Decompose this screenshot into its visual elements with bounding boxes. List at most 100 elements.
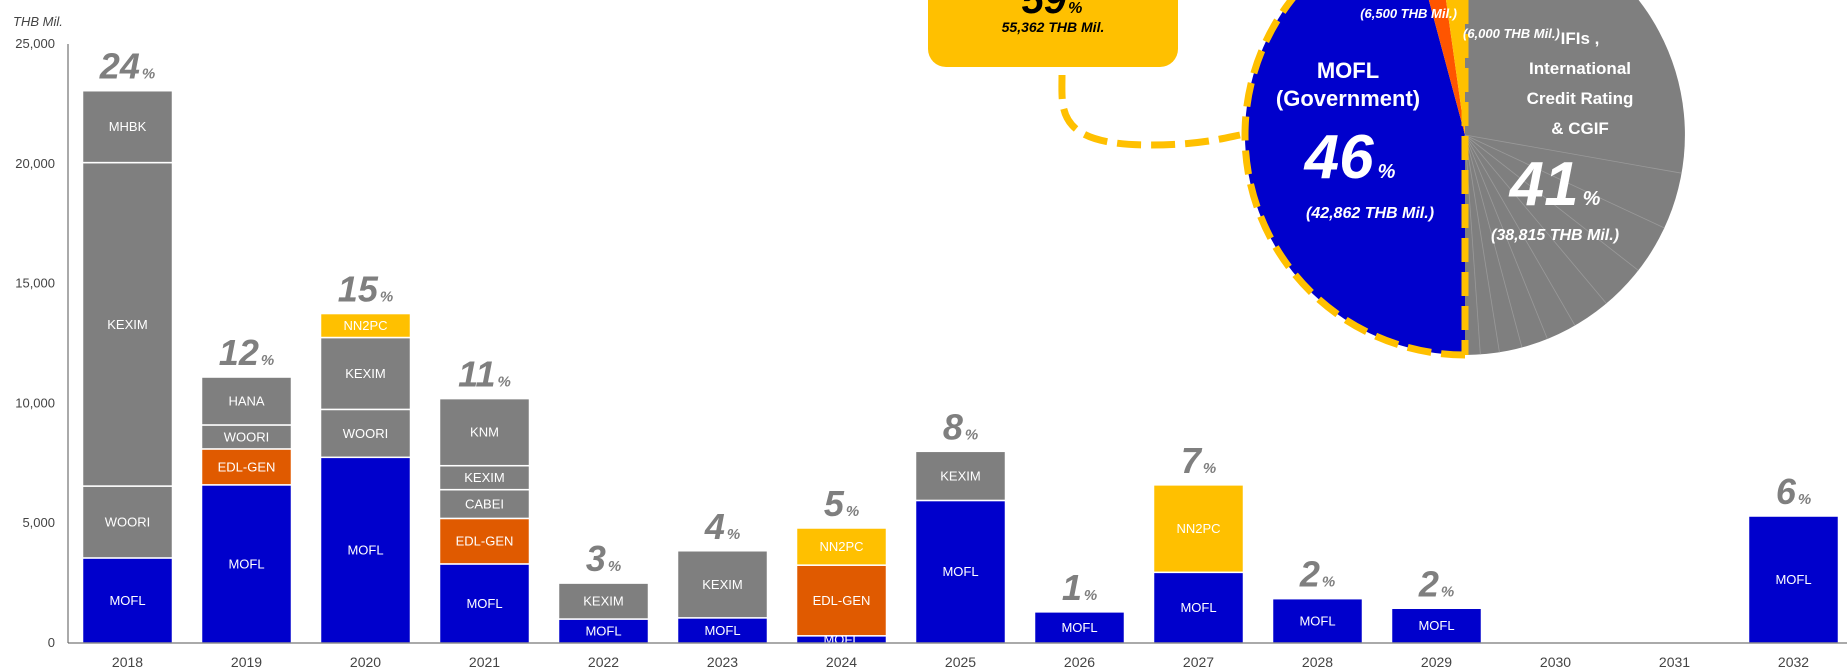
pie-divider-ray <box>1464 134 1639 271</box>
x-category-label: 2021 <box>469 654 500 670</box>
callout-percent: 59% <box>1022 0 1083 22</box>
bar-percent-label: 24% <box>99 46 155 87</box>
y-tick-label: 15,000 <box>15 276 55 291</box>
bar-segment-mofl <box>1271 597 1364 644</box>
callout-connector <box>1058 74 1241 149</box>
bar-segment-kexim <box>319 336 412 411</box>
bar-segment-label: EDL-GEN <box>813 593 871 608</box>
bar-segment-mhbk <box>81 89 174 164</box>
bar-percent-label: 5% <box>824 483 859 524</box>
pie-divider-ray <box>1464 134 1682 174</box>
pie-mofl-percent: 46% <box>1303 123 1396 192</box>
bar-segment-label: MOFL <box>347 543 383 558</box>
pie-slice-dividers <box>1464 134 1682 355</box>
pie-divider-ray <box>1464 134 1500 353</box>
bar-segment-edl-gen <box>795 564 888 637</box>
x-category-label: 2031 <box>1659 654 1690 670</box>
bar-segment-cabei <box>438 488 531 520</box>
y-tick-label: 5,000 <box>22 515 55 530</box>
pie-slice-edl-gen <box>1428 0 1465 135</box>
bar-percent-label: 3% <box>586 538 621 579</box>
y-tick-label: 0 <box>48 635 55 650</box>
x-category-label: 2029 <box>1421 654 1452 670</box>
x-category-label: 2028 <box>1302 654 1333 670</box>
bar-segment-label: WOORI <box>224 429 270 444</box>
pie-ifis-label-line4: & CGIF <box>1551 119 1609 138</box>
y-tick-labels: 0 5,000 10,000 15,000 20,000 25,000 <box>15 36 55 650</box>
pie-ifis-label-line2: International <box>1529 59 1631 78</box>
x-category-label: 2022 <box>588 654 619 670</box>
percent-labels: 24 % 12 % 15 % 11 % 3 % 4 % 5 % 8 % 1 % 7 % 2% 2 % 6% <box>99 46 1811 608</box>
bar-segment-mofl <box>1152 571 1245 644</box>
bar-percent-label: 2% <box>1299 554 1335 595</box>
bar-segment-label: NN2PC <box>1176 521 1220 536</box>
pie-divider-ray <box>1464 134 1665 229</box>
pie-slice-mofl <box>1245 0 1465 355</box>
bar-percent-label: 15% <box>338 269 393 310</box>
bar-segment-woori <box>81 485 174 559</box>
bar-segment-edl-gen <box>438 517 531 565</box>
bar-segment-mofl <box>1747 515 1840 644</box>
bar-segment-hana <box>200 376 293 426</box>
pie-ifis-percent: 41% <box>1508 150 1601 219</box>
callout-detail: 55,362 THB Mil. <box>1002 19 1105 35</box>
bar-segment-label: WOORI <box>105 515 151 530</box>
bar-segment-label: MOFL <box>1180 600 1216 615</box>
bar-percent-label: 11% <box>458 354 511 395</box>
bar-segment-label: KEXIM <box>464 470 504 485</box>
bar-segment-label: MOFL <box>109 593 145 608</box>
bar-segment-kexim <box>81 161 174 487</box>
bar-percent-label: 8% <box>943 406 978 447</box>
callout-background <box>928 0 1178 67</box>
bar-segment-label: EDL-GEN <box>456 534 514 549</box>
y-tick-label: 10,000 <box>15 395 55 410</box>
y-tick-label: 20,000 <box>15 156 55 171</box>
bar-segment-label: KEXIM <box>107 317 147 332</box>
x-category-label: 2032 <box>1778 654 1809 670</box>
x-category-labels: 2018 2019 2020 2021 2022 2023 2024 2025 2026 2027… <box>112 654 1809 670</box>
bar-segment-mofl <box>1390 607 1483 644</box>
bar-segment-label: MOFL <box>1775 572 1811 587</box>
pie-ifis-label-line1: IFIs , <box>1561 29 1600 48</box>
bar-segment-nn2pc <box>1152 484 1245 574</box>
bar-segment-label: KEXIM <box>345 366 385 381</box>
pie-divider-ray <box>1464 134 1607 304</box>
pie-edl-gen-detail: (6,500 THB Mil.) <box>1360 6 1457 21</box>
bar-percent-label: 1% <box>1062 567 1097 608</box>
bar-segment-label: WOORI <box>343 426 389 441</box>
pie-mofl-label-line1: MOFL <box>1317 58 1379 83</box>
bar-segment-label: MOFL <box>704 623 740 638</box>
pie-mofl-detail: (42,862 THB Mil.) <box>1306 205 1434 222</box>
y-tick-label: 25,000 <box>15 36 55 51</box>
pie-chart: MOFL (Government) 46% (42,862 THB Mil.) … <box>1241 0 1685 359</box>
bar-segment-label: MOFL <box>228 556 264 571</box>
bar-percent-label: 6% <box>1776 471 1811 512</box>
pie-nn2pc-detail: (6,000 THB Mil.) <box>1463 26 1560 41</box>
pie-divider-ray <box>1464 134 1576 326</box>
bar-segment-nn2pc <box>795 527 888 566</box>
x-category-label: 2018 <box>112 654 143 670</box>
bar-segment-label: MOFL <box>585 624 621 639</box>
pie-mofl-label-line2: (Government) <box>1276 86 1420 111</box>
x-category-label: 2019 <box>231 654 262 670</box>
bar-segment-label: HANA <box>228 394 264 409</box>
x-category-label: 2027 <box>1183 654 1214 670</box>
bar-segment-label: MOFL <box>1061 620 1097 635</box>
pie-slice-nn2pc <box>1446 0 1465 135</box>
pie-divider-ray <box>1464 134 1548 340</box>
x-category-label: 2024 <box>826 654 857 670</box>
x-category-label: 2020 <box>350 654 381 670</box>
bar-segment-label: KEXIM <box>940 468 980 483</box>
pie-ifis-detail: (38,815 THB Mil.) <box>1491 227 1619 244</box>
bar-segment-label: MOFL <box>942 564 978 579</box>
y-axis: THB Mil. 0 5,000 10,000 15,000 20,000 25,000 <box>13 14 69 650</box>
y-axis-unit-label: THB Mil. <box>13 14 63 29</box>
bar-segment-mofl <box>319 456 412 644</box>
bar-percent-label: 12% <box>219 332 274 373</box>
bar-segment-nn2pc <box>319 312 412 339</box>
bar-segment-kexim <box>676 550 769 619</box>
pie-slice-ifis <box>1465 0 1685 355</box>
bar-segment-label: MOFL <box>1418 618 1454 633</box>
x-category-label: 2025 <box>945 654 976 670</box>
